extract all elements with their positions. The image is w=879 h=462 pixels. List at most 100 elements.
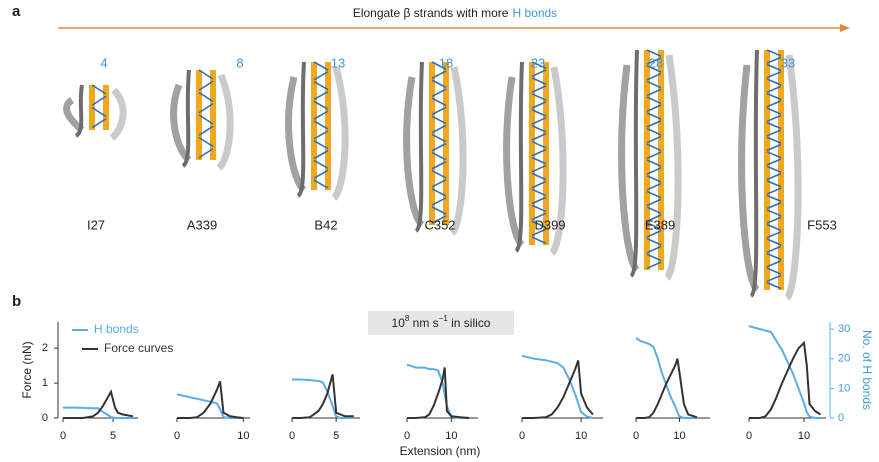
h-bond [646, 49, 662, 58]
h-bond [646, 174, 662, 183]
h-bond [431, 61, 447, 70]
h-bond [91, 106, 107, 118]
h-bond [766, 216, 782, 224]
h-bond [313, 80, 329, 91]
x-tick-label: 10 [673, 430, 685, 442]
y2-axis-label: No. of H bonds [860, 330, 874, 410]
h-bond [531, 140, 547, 149]
h-bond [198, 103, 214, 114]
h-bond [766, 136, 782, 144]
h-bond [646, 72, 662, 81]
h-bond [646, 214, 662, 223]
ribbon [449, 66, 467, 236]
ribbon [216, 73, 234, 171]
h-bond [766, 201, 782, 210]
h-bond [766, 151, 782, 159]
ribbon [74, 84, 84, 138]
h-bond [766, 245, 782, 253]
h-bond [766, 274, 782, 283]
h-bond [766, 238, 782, 246]
h-bond [531, 148, 547, 157]
h-bond [531, 116, 547, 125]
h-bond [531, 204, 547, 213]
h-bond [198, 125, 214, 136]
h-bond [313, 140, 329, 150]
h-bond [646, 88, 662, 97]
h-bond [431, 215, 447, 224]
h-bond [646, 206, 662, 215]
h-bond [431, 142, 447, 152]
y2-tick-label: 30 [838, 323, 850, 335]
h-bond [766, 252, 782, 261]
h-bond [646, 159, 662, 168]
hbond-count: 4 [100, 55, 107, 70]
y2-tick-label: 20 [838, 353, 850, 365]
h-bond [313, 120, 329, 130]
x-tick-label: 10 [798, 430, 810, 442]
h-bond [646, 151, 662, 160]
hbond-count: 8 [236, 55, 243, 70]
h-bond [766, 158, 782, 166]
h-bond [646, 119, 662, 128]
h-bond [646, 135, 662, 144]
legend-label: Force curves [104, 341, 173, 355]
y-tick-label: 2 [42, 342, 48, 354]
h-bond [766, 114, 782, 123]
x-tick-label: 5 [110, 430, 116, 442]
h-bond [313, 169, 329, 179]
h-bond [766, 85, 782, 93]
h-bond [431, 206, 447, 215]
h-bond [646, 198, 662, 207]
panel-label: a [12, 3, 21, 20]
h-bond [766, 56, 782, 64]
h-bond [431, 97, 447, 107]
annotation-box [368, 311, 514, 335]
y-tick-label: 0 [42, 412, 48, 424]
h-bond [91, 118, 107, 129]
y2-tick-label: 10 [838, 382, 850, 394]
h-bond [646, 127, 662, 136]
annotation: 108 nm s−1 in silico [392, 314, 491, 330]
h-bond [646, 253, 662, 262]
h-bond [646, 167, 662, 175]
h-bond [646, 64, 662, 73]
x-tick-label: 0 [60, 430, 66, 442]
hbond-count: 33 [781, 55, 795, 70]
protein-name: B42 [314, 217, 337, 232]
h-bond [313, 90, 329, 101]
x-tick-label: 0 [633, 430, 639, 442]
hbond-count: 28 [649, 55, 663, 70]
series-line [636, 358, 698, 419]
ribbon [109, 87, 127, 141]
series-line [292, 378, 354, 419]
arrow-head [840, 24, 850, 32]
h-bond [531, 124, 547, 133]
ribbon [181, 69, 191, 168]
x-tick-label: 10 [445, 430, 457, 442]
ribbon [784, 54, 802, 301]
panel-label: b [12, 293, 21, 310]
protein-name: C352 [424, 217, 455, 232]
series-line [176, 393, 244, 419]
h-bond [766, 71, 782, 79]
h-bond [431, 197, 447, 206]
h-bond [313, 61, 329, 71]
annotation-part: nm s [409, 316, 438, 330]
x-tick-label: 0 [519, 430, 525, 442]
ribbon [514, 61, 524, 253]
series-line [522, 360, 594, 419]
series-line [177, 380, 244, 419]
h-bond [766, 165, 782, 173]
h-bond [313, 71, 329, 81]
h-bond [646, 261, 662, 270]
h-bond [766, 121, 782, 130]
protein-name: D399 [534, 217, 565, 232]
x-tick-label: 5 [333, 430, 339, 442]
protein-name: A339 [187, 217, 217, 232]
h-bond [531, 164, 547, 173]
h-bond [646, 245, 662, 254]
h-bond [313, 179, 329, 189]
h-bond [531, 180, 547, 189]
h-bond [313, 130, 329, 140]
